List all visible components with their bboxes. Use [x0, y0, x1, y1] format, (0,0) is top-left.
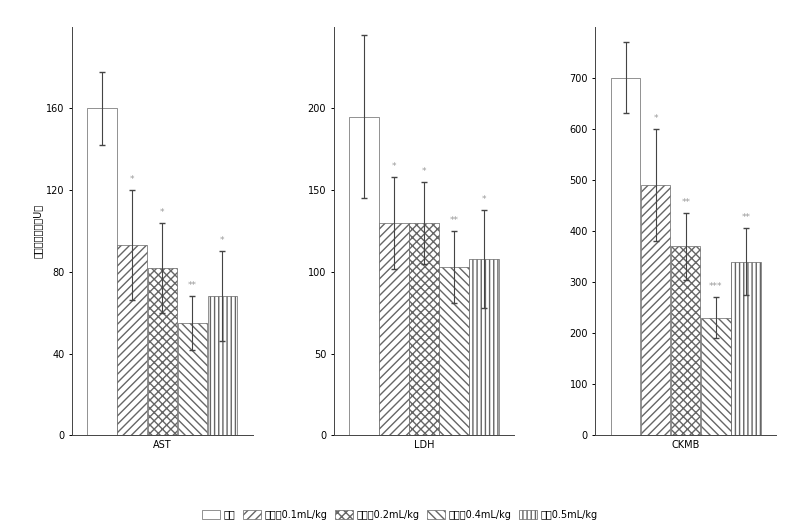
Bar — [87, 108, 117, 435]
Text: *: * — [422, 167, 426, 176]
Text: **: ** — [742, 213, 750, 222]
Bar — [118, 245, 147, 435]
Bar — [410, 223, 438, 435]
Bar — [671, 246, 701, 435]
Bar — [379, 223, 409, 435]
Text: *: * — [392, 162, 396, 171]
Y-axis label: 心肌酶升高値（U）: 心肌酶升高値（U） — [33, 204, 43, 258]
Bar — [701, 318, 730, 435]
Bar — [641, 185, 670, 435]
Bar — [731, 262, 761, 435]
Text: *: * — [482, 194, 486, 203]
Text: **: ** — [188, 281, 197, 290]
Bar — [470, 259, 499, 435]
Text: *: * — [220, 236, 225, 245]
Bar — [147, 268, 177, 435]
Text: **: ** — [450, 216, 458, 225]
Text: ***: *** — [709, 282, 722, 292]
Bar — [178, 323, 207, 435]
Text: **: ** — [682, 198, 690, 207]
Text: *: * — [160, 208, 165, 217]
Bar — [208, 296, 237, 435]
Bar — [611, 78, 640, 435]
Text: *: * — [654, 114, 658, 123]
Bar — [349, 116, 378, 435]
Bar — [439, 267, 469, 435]
Legend: 对照, 疏血通0.1mL/kg, 疏血通0.2mL/kg, 疏血通0.4mL/kg, 月新0.5mL/kg: 对照, 疏血通0.1mL/kg, 疏血通0.2mL/kg, 疏血通0.4mL/k… — [198, 506, 602, 524]
Text: *: * — [130, 175, 134, 184]
